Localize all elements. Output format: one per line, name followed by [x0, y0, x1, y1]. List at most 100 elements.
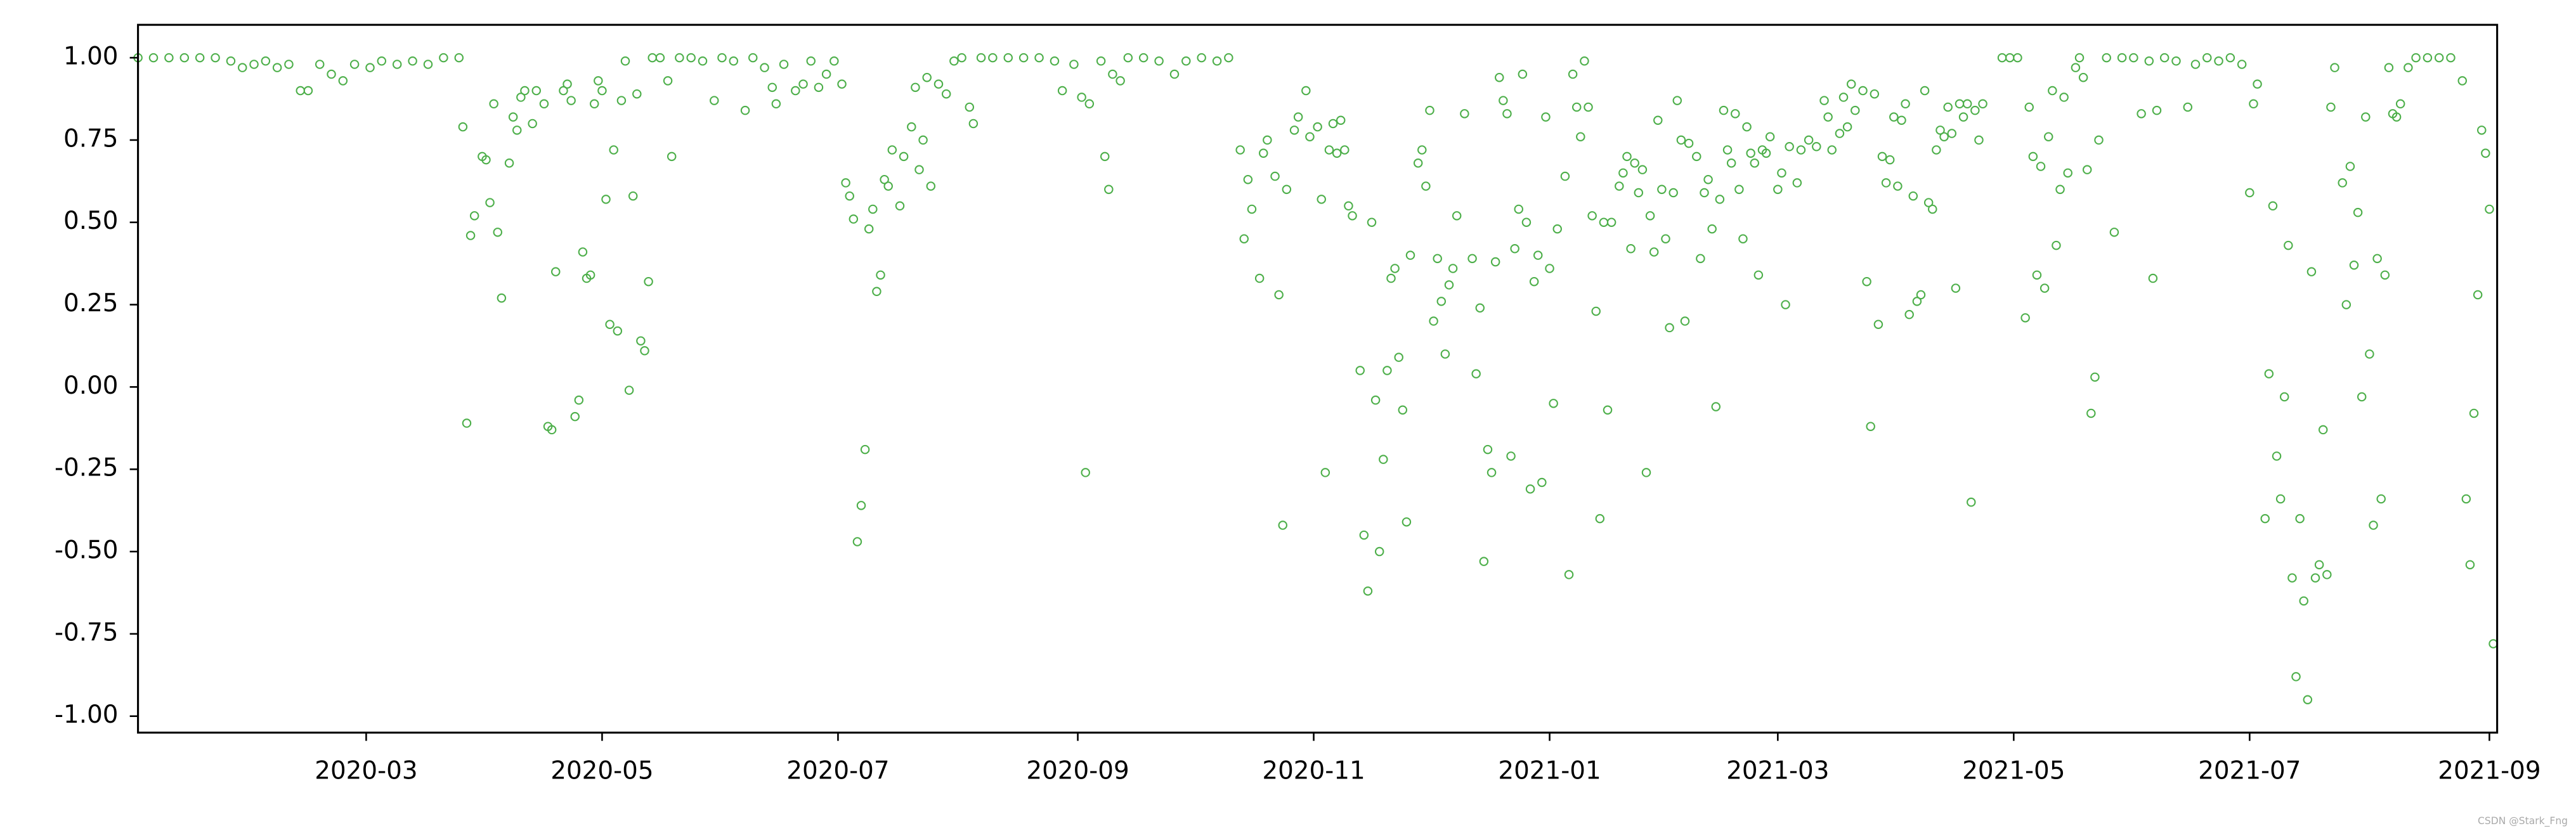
point: [864, 224, 874, 234]
point: [1703, 174, 1713, 184]
point: [1661, 234, 1670, 243]
point: [849, 214, 859, 224]
point: [926, 181, 936, 191]
point: [2481, 148, 2490, 158]
plot-area: [133, 53, 2498, 705]
point: [1943, 102, 1953, 112]
point: [1920, 86, 1930, 96]
point: [2032, 270, 2042, 280]
point: [852, 537, 862, 546]
point: [2310, 573, 2320, 583]
x-tick-label: 2021-07: [2198, 756, 2301, 785]
point: [1928, 204, 1937, 214]
point: [2249, 99, 2258, 109]
point: [1495, 72, 1504, 82]
point: [1835, 129, 1845, 138]
point: [957, 53, 966, 63]
point: [1726, 158, 1736, 168]
point: [1552, 224, 1562, 234]
point: [760, 63, 769, 72]
point: [1626, 244, 1636, 254]
point: [1901, 99, 1910, 109]
point: [164, 53, 174, 63]
y-tick-label: 0.75: [63, 124, 119, 153]
point: [2314, 560, 2324, 570]
point: [2052, 240, 2061, 250]
point: [1777, 168, 1786, 178]
point: [489, 99, 498, 109]
point: [1433, 254, 1442, 264]
point: [1398, 405, 1408, 415]
point: [1525, 484, 1535, 494]
point: [1761, 148, 1771, 158]
point: [2225, 53, 2235, 63]
point: [1885, 155, 1895, 165]
point: [1785, 142, 1794, 152]
point: [2322, 570, 2332, 579]
point: [1018, 53, 1029, 63]
point: [1479, 557, 1489, 566]
point: [1541, 112, 1551, 122]
point: [465, 231, 476, 240]
point: [2090, 372, 2100, 382]
point: [1313, 122, 1322, 132]
point: [2457, 76, 2468, 86]
point: [272, 63, 282, 72]
point: [872, 287, 881, 297]
point: [1781, 300, 1790, 309]
point: [1630, 158, 1639, 168]
point: [520, 86, 530, 96]
point: [2391, 112, 2402, 122]
y-tick-label: 0.00: [63, 371, 119, 400]
point: [887, 145, 897, 155]
axes-frame: [137, 23, 2499, 734]
point: [829, 56, 839, 66]
point: [2237, 60, 2247, 69]
point: [1696, 254, 1705, 264]
point: [1923, 198, 1934, 207]
y-tick-label: -0.25: [55, 454, 119, 482]
point: [2279, 392, 2289, 402]
point: [1595, 513, 1605, 524]
point: [1510, 244, 1519, 254]
x-tick-label: 2021-05: [1962, 756, 2065, 785]
point: [779, 60, 789, 69]
point: [2036, 162, 2046, 171]
point: [1932, 145, 1941, 155]
point: [547, 425, 557, 435]
point: [315, 60, 325, 69]
point: [1440, 349, 1450, 359]
point: [566, 96, 576, 105]
point: [1034, 53, 1044, 63]
point: [539, 99, 549, 109]
point: [2109, 228, 2119, 237]
point: [1584, 102, 1593, 112]
point: [504, 158, 514, 168]
point: [2253, 79, 2262, 89]
point: [1475, 303, 1485, 313]
point: [1344, 201, 1353, 211]
point: [2268, 201, 2278, 211]
point: [1197, 53, 1206, 63]
point: [675, 53, 684, 63]
point: [1077, 93, 1086, 102]
point: [965, 102, 975, 112]
x-tick-label: 2020-05: [550, 756, 653, 785]
point: [349, 60, 360, 69]
point: [2148, 273, 2158, 283]
point: [918, 135, 928, 145]
point: [516, 93, 526, 102]
point: [2013, 53, 2022, 63]
point: [899, 152, 909, 162]
point: [1370, 395, 1381, 405]
point: [211, 53, 220, 63]
point: [1719, 105, 1729, 115]
point: [2214, 56, 2223, 66]
point: [1615, 181, 1624, 191]
point: [771, 99, 781, 109]
point: [895, 201, 905, 211]
point: [585, 270, 595, 280]
point: [1436, 297, 1447, 306]
point: [365, 63, 375, 72]
point: [1448, 264, 1458, 273]
